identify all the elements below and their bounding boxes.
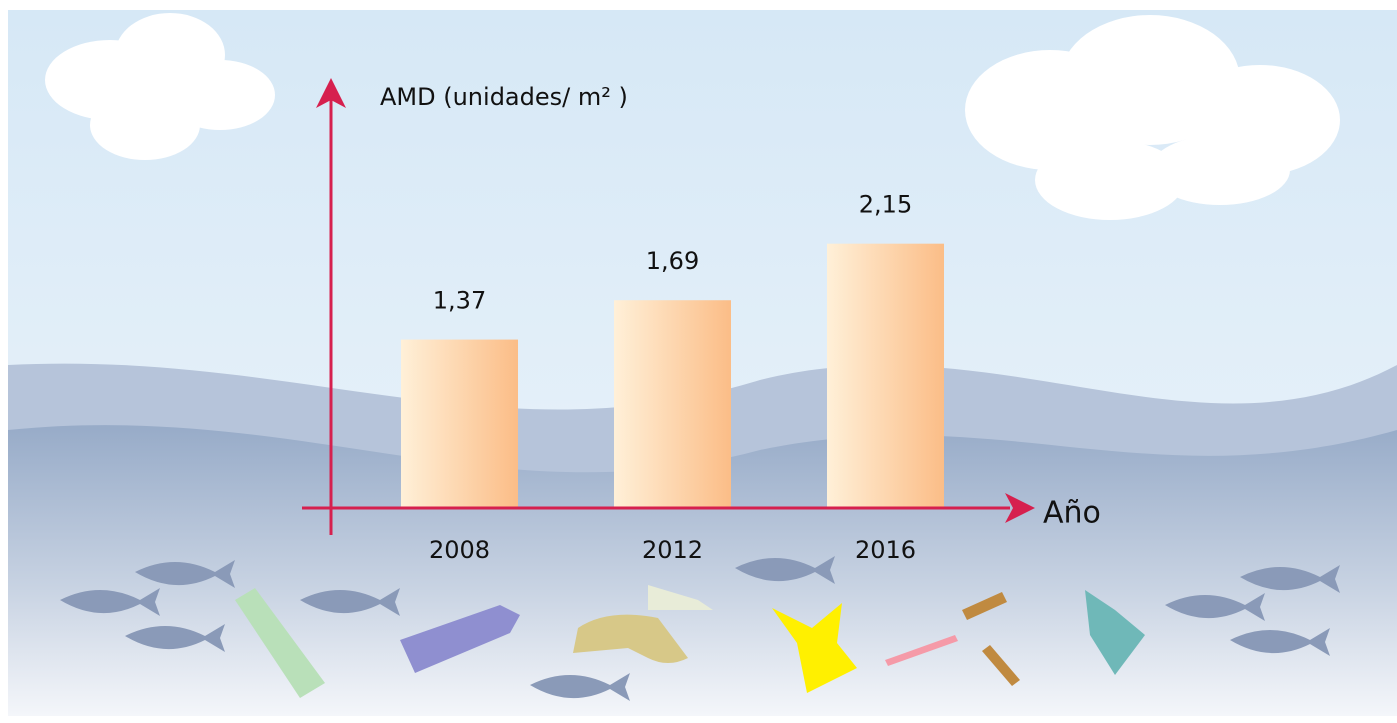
value-label: 1,37 [433,287,486,315]
y-axis-arrow [316,78,346,108]
value-label: 1,69 [646,247,699,275]
x-axis-label: Año [1043,496,1101,531]
x-tick-label: 2008 [429,536,490,564]
y-axis-label: AMD (unidades/ m² ) [380,83,628,111]
x-tick-label: 2016 [855,536,916,564]
value-label: 2,15 [859,191,912,219]
background [8,10,1397,716]
x-axis-arrow [1005,493,1035,523]
bar [827,243,944,509]
bars [401,243,944,509]
x-tick-label: 2012 [642,536,703,564]
bar [401,339,518,508]
bar [614,300,731,508]
